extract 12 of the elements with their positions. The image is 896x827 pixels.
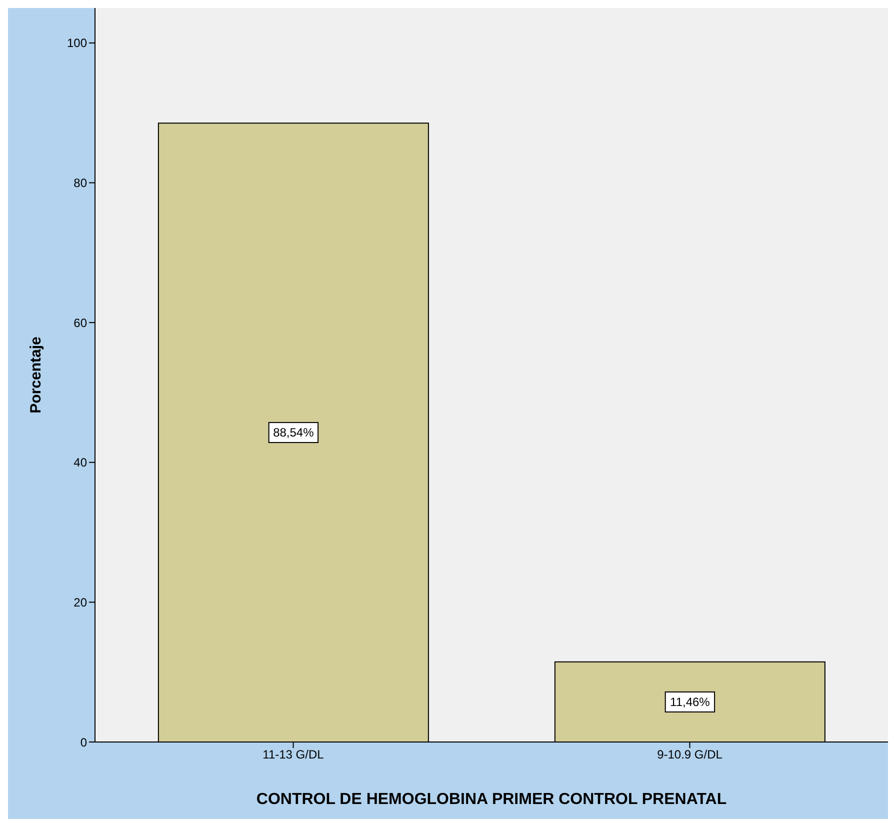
y-tick-label: 80 [74,176,88,190]
x-tick-label: 11-13 G/DL [262,748,324,762]
y-tick-label: 0 [80,735,88,750]
data-label: 11,46% [670,694,710,709]
y-tick-label: 60 [74,316,88,330]
y-tick-label: 100 [66,36,88,50]
y-tick-label: 40 [74,456,88,470]
data-label: 88,54% [273,426,314,440]
y-tick-label: 20 [74,595,88,610]
y-axis-title: Porcentaje [27,336,44,414]
x-tick-label: 9-10.9 G/DL [657,748,723,762]
x-axis-title: CONTROL DE HEMOGLOBINA PRIMER CONTROL PRENATAL [256,791,727,808]
